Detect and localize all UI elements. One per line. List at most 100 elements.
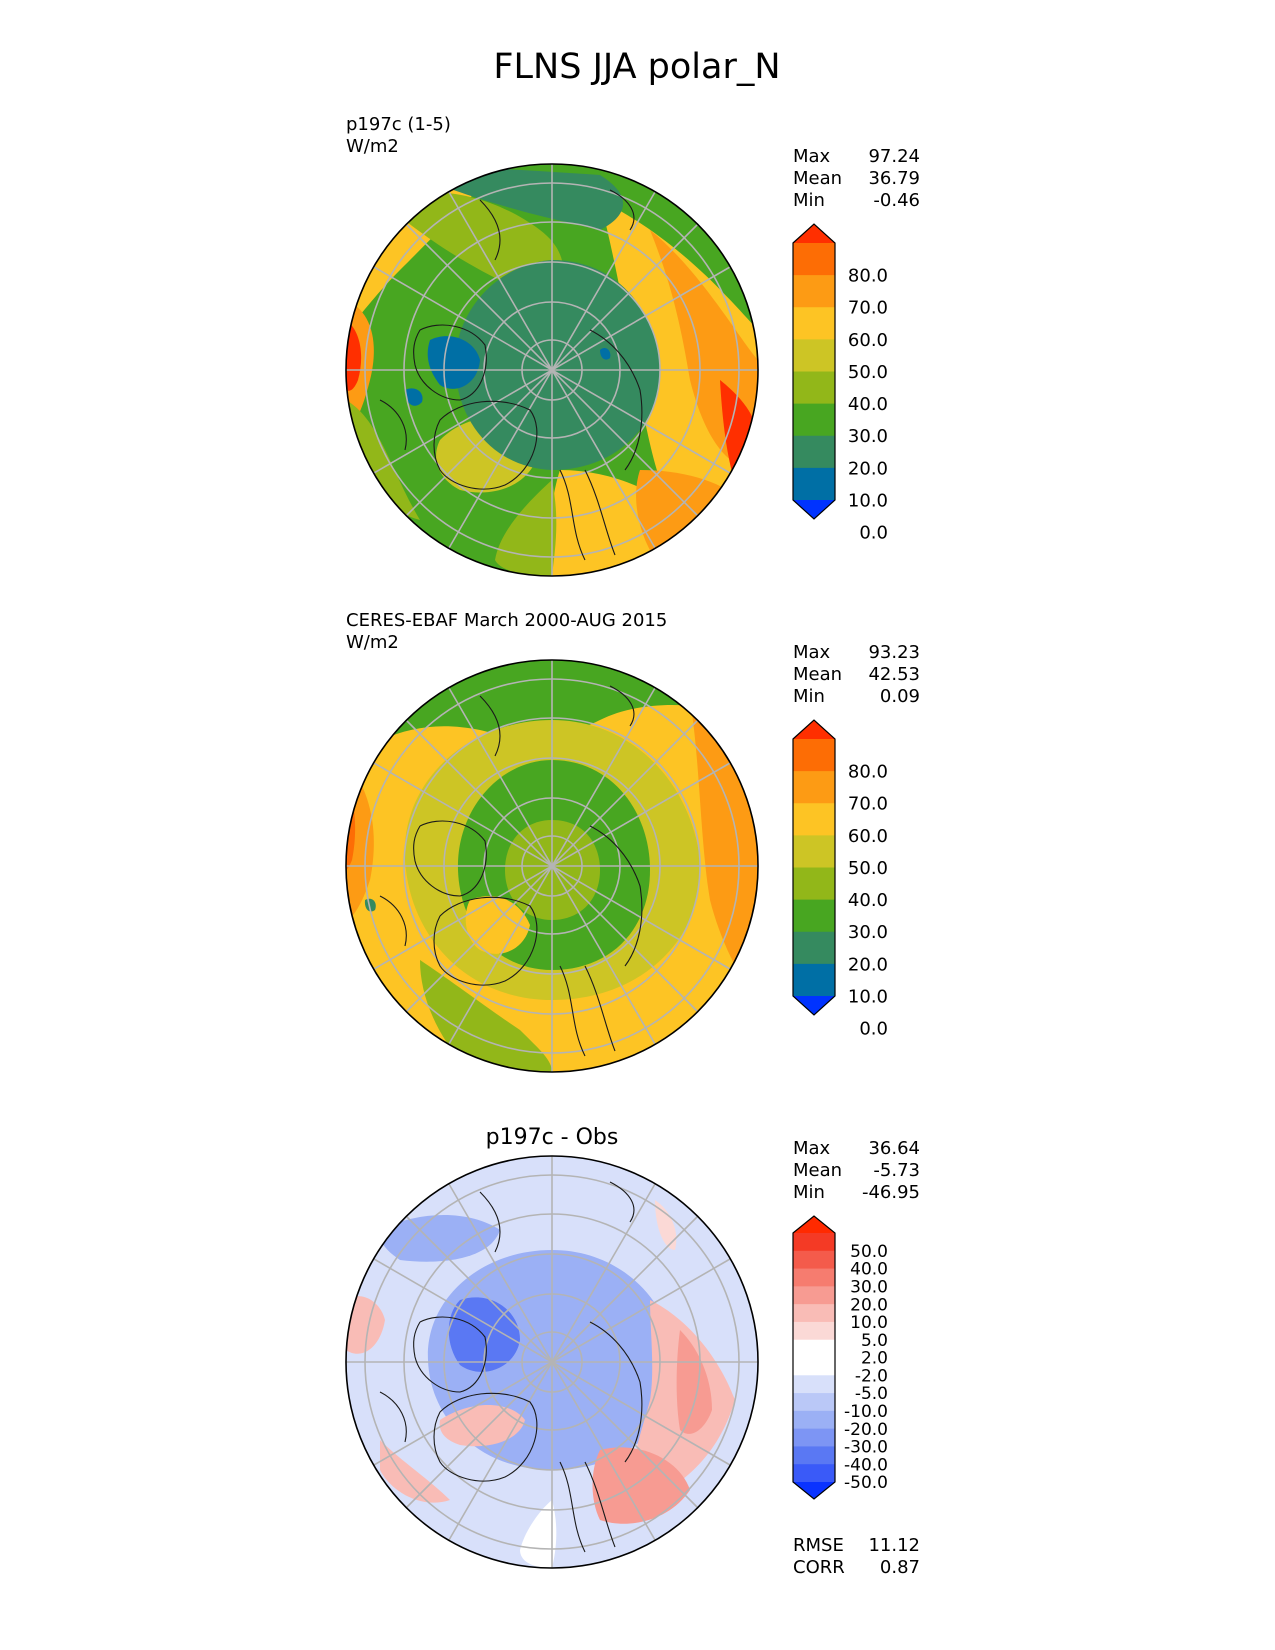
polar-grid-reference	[346, 660, 758, 1072]
panel-reference: CERES-EBAF March 2000-AUG 2015 W/m2	[345, 610, 920, 1073]
colorbar-tick-label: 2.0	[861, 1349, 888, 1369]
colorbar-segment	[793, 1233, 835, 1252]
map-border-reference	[345, 659, 759, 1073]
stats-difference: Max Mean Min 36.64 -5.73 -46.95	[793, 1138, 920, 1203]
colorbar-tick-label: 80.0	[848, 266, 888, 287]
colorbar-outline	[792, 1215, 836, 1500]
colorbar-extension-bottom	[793, 1482, 835, 1499]
stat-value-min: 0.09	[880, 686, 920, 707]
metrics-difference: RMSE CORR 11.12 0.87	[793, 1535, 920, 1578]
colorbar-tick-label: 40.0	[848, 890, 888, 911]
map-border-difference	[345, 1155, 759, 1569]
polar-grid-difference	[346, 1156, 758, 1568]
colorbar-tick-label: -2.0	[855, 1366, 888, 1386]
colorbar-tick-label: 30.0	[848, 426, 888, 447]
stats-test: Max Mean Min 97.24 36.79 -0.46	[793, 146, 920, 211]
colorbar-tick-label: 20.0	[848, 954, 888, 975]
colorbar-segment	[793, 963, 835, 997]
colorbar-tick-label: -40.0	[844, 1455, 888, 1475]
colorbar-tick-label: 20.0	[848, 458, 888, 479]
colorbar-segment	[793, 1268, 835, 1287]
stat-value-mean: 42.53	[868, 664, 920, 685]
colorbar-segment	[793, 739, 835, 772]
colorbar-extension-bottom	[793, 500, 835, 519]
colorbar-tick-label: 50.0	[850, 1242, 888, 1262]
polar-grid-test	[346, 164, 758, 576]
colorbar-segment	[793, 1321, 835, 1341]
colorbar-tick-label: 50.0	[848, 858, 888, 879]
colorbar-tick-label: 60.0	[848, 330, 888, 351]
coastlines-reference	[379, 685, 643, 1057]
stat-label-max: Max	[793, 642, 831, 663]
colorbar-segment	[793, 867, 835, 901]
colorbar-segment	[793, 339, 835, 373]
colorbar-segment	[793, 1410, 835, 1430]
colorbar-tick-label: 10.0	[848, 490, 888, 511]
stat-label-max: Max	[793, 146, 831, 167]
colorbar-extension-top	[793, 224, 835, 243]
colorbar-tick-label: 70.0	[848, 298, 888, 319]
colorbar-segment	[793, 467, 835, 501]
colorbar-segment	[793, 1393, 835, 1412]
colorbar-segment	[793, 1428, 835, 1448]
colorbar-segment	[793, 899, 835, 933]
panel-difference-title: p197c - Obs	[486, 1125, 619, 1150]
stat-value-max: 97.24	[868, 146, 920, 167]
stats-reference: Max Mean Min 93.23 42.53 0.09	[793, 642, 920, 707]
colorbar-tick-label: 5.0	[861, 1331, 888, 1351]
colorbar-tick-label: 30.0	[850, 1277, 888, 1297]
colorbar-tick-label: 20.0	[850, 1295, 888, 1315]
colorbar-outline	[792, 719, 836, 1016]
stat-label-mean: Mean	[793, 168, 842, 189]
colorbar-segment	[793, 1464, 835, 1483]
stat-value-mean: -5.73	[873, 1160, 920, 1181]
panel-reference-name: CERES-EBAF March 2000-AUG 2015	[346, 610, 667, 631]
metric-label-rmse: RMSE	[793, 1535, 844, 1556]
colorbar-segment	[793, 403, 835, 437]
colorbar-tick-label: -50.0	[844, 1473, 888, 1493]
colorbar-segment	[793, 1250, 835, 1270]
stat-value-max: 93.23	[868, 642, 920, 663]
colorbar-segment	[793, 371, 835, 405]
colorbar-segment	[793, 435, 835, 469]
colorbar-segment	[793, 1286, 835, 1305]
stat-label-mean: Mean	[793, 664, 842, 685]
metric-value-corr: 0.87	[880, 1557, 920, 1578]
colorbar-tick-label: 70.0	[848, 794, 888, 815]
colorbar-test: 80.0 70.0 60.0 50.0 40.0 30.0 20.0 10.0 0.0	[792, 223, 888, 544]
stat-value-min: -46.95	[862, 1182, 920, 1203]
coastlines-test	[379, 189, 643, 561]
figure-title: FLNS JJA polar_N	[493, 47, 780, 87]
colorbar-tick-label: 0.0	[859, 1019, 888, 1040]
colorbar-extension-top	[793, 720, 835, 739]
colorbar-tick-label: -30.0	[844, 1438, 888, 1458]
stat-label-min: Min	[793, 1182, 825, 1203]
colorbar-difference: 50.040.030.020.010.05.02.0-2.0-5.0-10.0-…	[792, 1215, 888, 1500]
colorbar-segment	[793, 835, 835, 869]
colorbar-tick-label: 10.0	[848, 986, 888, 1007]
colorbar-tick-label: 60.0	[848, 826, 888, 847]
colorbar-segment	[793, 1357, 835, 1376]
panel-test-name: p197c (1-5)	[346, 114, 451, 135]
colorbar-reference: 80.0 70.0 60.0 50.0 40.0 30.0 20.0 10.0 0.0	[792, 719, 888, 1040]
stat-label-min: Min	[793, 686, 825, 707]
colorbar-tick-label: 40.0	[848, 394, 888, 415]
stat-value-min: -0.46	[873, 190, 920, 211]
colorbar-segment	[793, 771, 835, 804]
stat-label-mean: Mean	[793, 1160, 842, 1181]
colorbar-segment	[793, 1304, 835, 1323]
stat-value-max: 36.64	[868, 1138, 920, 1159]
colorbar-segment	[793, 275, 835, 308]
colorbar-outline	[792, 223, 836, 520]
colorbar-tick-label: 40.0	[850, 1260, 888, 1280]
colorbar-segment	[793, 803, 835, 836]
colorbar-tick-label: 10.0	[850, 1313, 888, 1333]
colorbar-segment	[793, 931, 835, 965]
colorbar-segment	[793, 1446, 835, 1465]
stat-label-min: Min	[793, 190, 825, 211]
colorbar-tick-label: 80.0	[848, 762, 888, 783]
stat-label-max: Max	[793, 1138, 831, 1159]
colorbar-segment	[793, 1339, 835, 1359]
metric-value-rmse: 11.12	[868, 1535, 920, 1556]
